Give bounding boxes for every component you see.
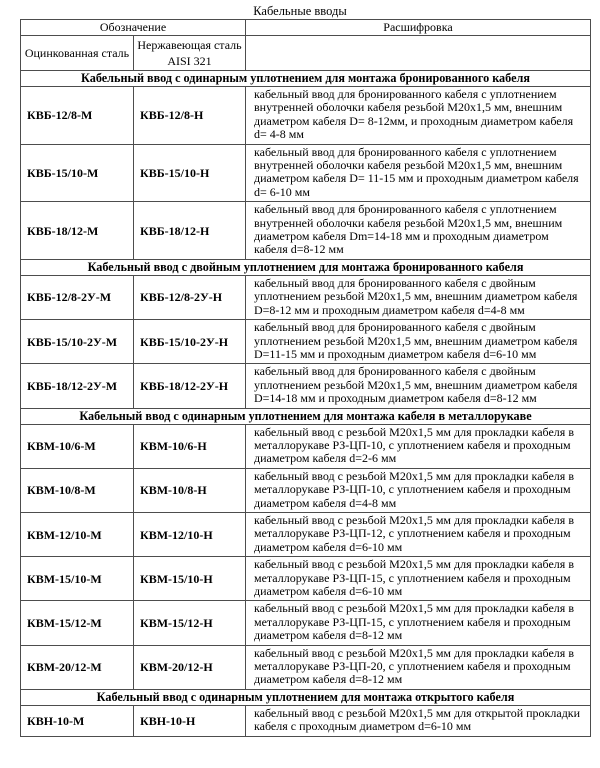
stainless-steel-model: КВБ-12/8-2У-Н — [133, 274, 246, 321]
galvanized-steel-header: Оцинкованная сталь — [20, 35, 134, 71]
section-title: Кабельный ввод с одинарным уплотнением д… — [20, 407, 591, 425]
galvanized-steel-model: КВБ-15/10-М — [20, 143, 134, 203]
stainless-steel-model: КВМ-12/10-Н — [133, 511, 246, 558]
row-description: кабельный ввод для бронированного кабеля… — [245, 274, 591, 321]
section-header-row: Кабельный ввод с двойным уплотнением для… — [20, 258, 591, 276]
row-description: кабельный ввод с резьбой М20х1,5 мм для … — [245, 644, 591, 690]
galvanized-steel-model: КВБ-12/8-2У-М — [20, 274, 134, 321]
row-description: кабельный ввод для бронированного кабеля… — [245, 363, 591, 409]
row-description: кабельный ввод для бронированного кабеля… — [245, 143, 591, 203]
table-row: КВБ-12/8-М КВБ-12/8-Н кабельный ввод для б… — [20, 86, 591, 145]
row-description: кабельный ввод с резьбой М20х1,5 мм для … — [245, 423, 591, 469]
galvanized-steel-model: КВМ-10/6-М — [20, 423, 134, 469]
designation-header: Обозначение — [20, 19, 246, 36]
galvanized-steel-model: КВБ-18/12-М — [20, 201, 134, 260]
galvanized-steel-model: КВБ-15/10-2У-М — [20, 319, 134, 365]
header-row-materials: Оцинкованная сталь Нержавеющая сталь AIS… — [20, 35, 591, 71]
galvanized-steel-model: КВМ-20/12-М — [20, 644, 134, 690]
row-description: кабельный ввод с резьбой М20х1,5 мм для … — [245, 704, 591, 737]
stainless-steel-header: Нержавеющая сталь AISI 321 — [133, 35, 246, 71]
table-row: КВБ-15/10-М КВБ-15/10-Н кабельный ввод для… — [20, 143, 591, 203]
stainless-steel-model: КВБ-15/10-Н — [133, 143, 246, 203]
section-title: Кабельный ввод с одинарным уплотнением д… — [20, 70, 591, 87]
stainless-steel-model: КВБ-12/8-Н — [133, 86, 246, 145]
header-row-top: Обозначение Расшифровка — [20, 19, 591, 36]
row-description: кабельный ввод с резьбой М20х1,5 мм для … — [245, 467, 591, 513]
row-description: кабельный ввод с резьбой М20х1,5 мм для … — [245, 600, 591, 646]
table-row: КВН-10-М КВН-10-Н кабельный ввод с резьбой… — [20, 704, 591, 737]
row-description: кабельный ввод для бронированного кабеля… — [245, 86, 591, 145]
table-row: КВМ-15/12-М КВМ-15/12-Н кабельный ввод с р… — [20, 600, 591, 646]
decoding-header: Расшифровка — [245, 19, 591, 36]
table-header: Обозначение Расшифровка Оцинкованная ста… — [20, 19, 591, 71]
row-description: кабельный ввод с резьбой М20х1,5 мм для … — [245, 511, 591, 558]
galvanized-steel-model: КВМ-15/12-М — [20, 600, 134, 646]
table-row: КВМ-10/8-М КВМ-10/8-Н кабельный ввод с рез… — [20, 467, 591, 513]
table-row: КВМ-15/10-М КВМ-15/10-Н кабельный ввод с р… — [20, 556, 591, 602]
table-row: КВМ-10/6-М КВМ-10/6-Н кабельный ввод с рез… — [20, 423, 591, 469]
section-title: Кабельный ввод с одинарным уплотнением д… — [20, 688, 591, 706]
galvanized-steel-model: КВБ-18/12-2У-М — [20, 363, 134, 409]
row-description: кабельный ввод для бронированного кабеля… — [245, 319, 591, 365]
decoding-header-empty-cell — [245, 35, 591, 71]
table-row: КВБ-18/12-2У-М КВБ-18/12-2У-Н кабельный вв… — [20, 363, 591, 409]
stainless-steel-model: КВМ-10/8-Н — [133, 467, 246, 513]
stainless-steel-model: КВБ-18/12-2У-Н — [133, 363, 246, 409]
section-header-row: Кабельный ввод с одинарным уплотнением д… — [20, 688, 591, 706]
galvanized-steel-model: КВМ-12/10-М — [20, 511, 134, 558]
stainless-steel-model: КВМ-10/6-Н — [133, 423, 246, 469]
page-title: Кабельные вводы — [253, 4, 347, 18]
table-row: КВМ-12/10-М КВМ-12/10-Н кабельный ввод с р… — [20, 511, 591, 558]
stainless-steel-model: КВН-10-Н — [133, 704, 246, 737]
table-row: КВБ-12/8-2У-М КВБ-12/8-2У-Н кабельный ввод… — [20, 274, 591, 321]
section-header-row: Кабельный ввод с одинарным уплотнением д… — [20, 70, 591, 87]
stainless-steel-model: КВМ-15/12-Н — [133, 600, 246, 646]
cable-glands-table: Обозначение Расшифровка Оцинкованная ста… — [20, 19, 591, 737]
galvanized-steel-model: КВБ-12/8-М — [20, 86, 134, 145]
table-row: КВБ-18/12-М КВБ-18/12-Н кабельный ввод для… — [20, 201, 591, 260]
section-title: Кабельный ввод с двойным уплотнением для… — [20, 258, 591, 276]
table-body: Кабельный ввод с одинарным уплотнением д… — [20, 70, 591, 737]
table-row: КВБ-15/10-2У-М КВБ-15/10-2У-Н кабельный вв… — [20, 319, 591, 365]
table-row: КВМ-20/12-М КВМ-20/12-Н кабельный ввод с р… — [20, 644, 591, 690]
row-description: кабельный ввод для бронированного кабеля… — [245, 201, 591, 260]
stainless-steel-model: КВБ-18/12-Н — [133, 201, 246, 260]
galvanized-steel-model: КВН-10-М — [20, 704, 134, 737]
galvanized-steel-model: КВМ-15/10-М — [20, 556, 134, 602]
row-description: кабельный ввод с резьбой М20х1,5 мм для … — [245, 556, 591, 602]
galvanized-steel-model: КВМ-10/8-М — [20, 467, 134, 513]
section-header-row: Кабельный ввод с одинарным уплотнением д… — [20, 407, 591, 425]
stainless-steel-model: КВБ-15/10-2У-Н — [133, 319, 246, 365]
stainless-steel-model: КВМ-20/12-Н — [133, 644, 246, 690]
stainless-steel-model: КВМ-15/10-Н — [133, 556, 246, 602]
